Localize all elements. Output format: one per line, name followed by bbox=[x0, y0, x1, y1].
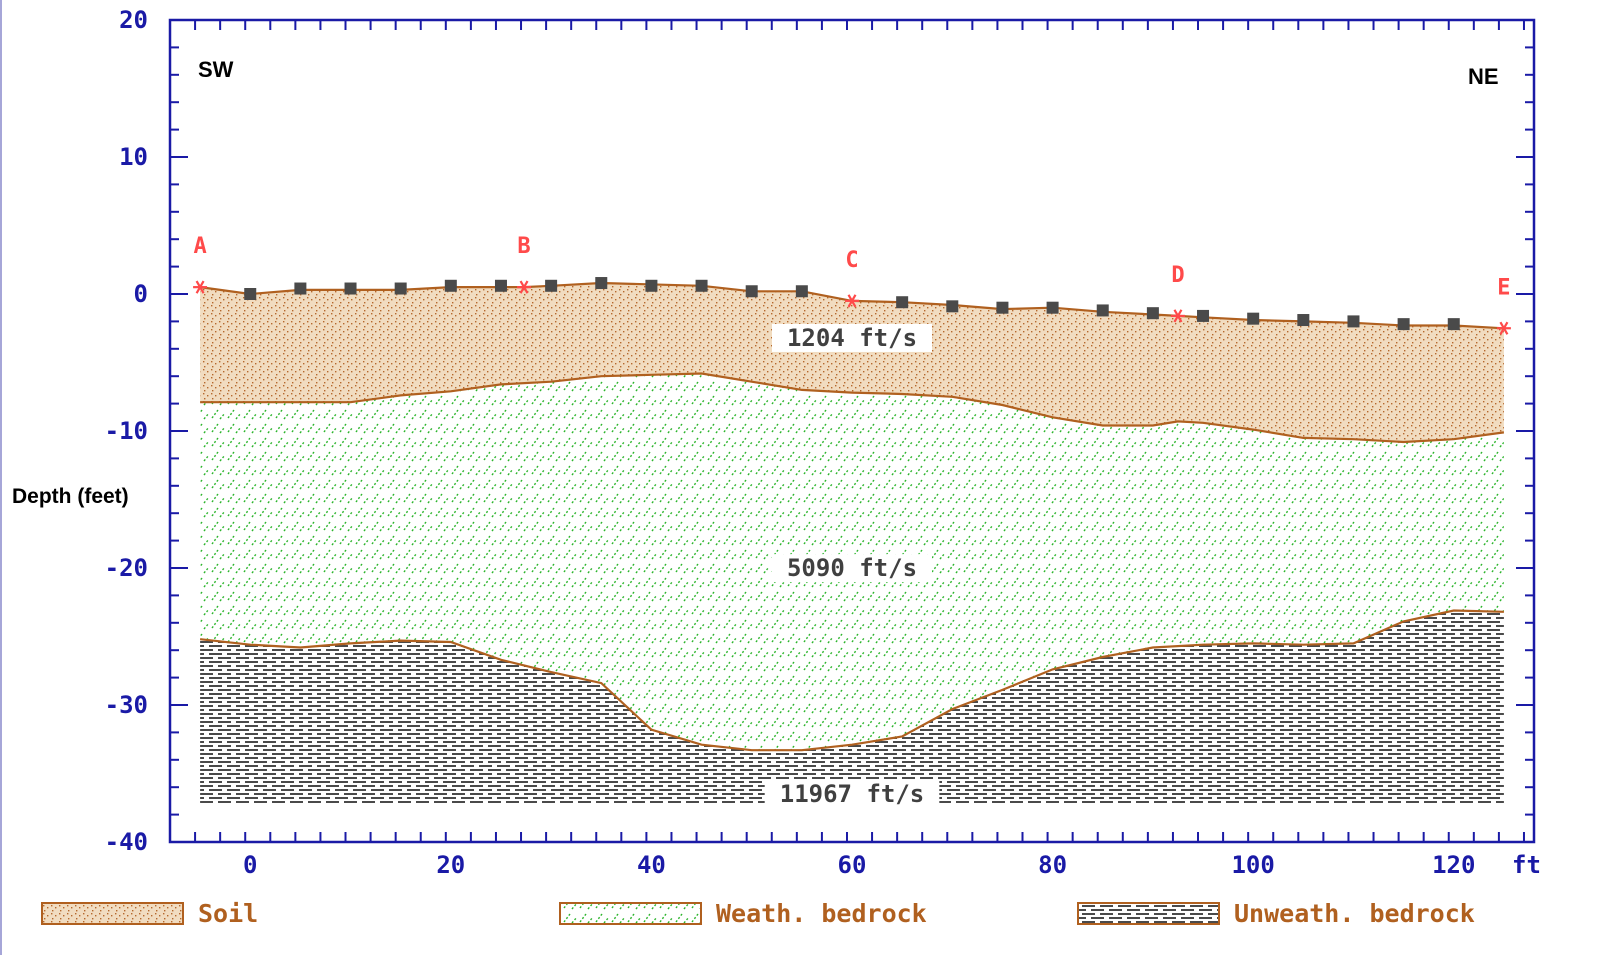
legend-label: Weath. bedrock bbox=[716, 899, 927, 928]
y-tick-label: 20 bbox=[119, 6, 148, 34]
y-tick-label: -30 bbox=[105, 691, 148, 719]
velocity-label: 11967 ft/s bbox=[780, 780, 925, 808]
shot-point-label: C bbox=[845, 248, 858, 273]
legend-swatch bbox=[559, 902, 702, 925]
geophone-marker bbox=[1096, 304, 1109, 317]
velocity-label: 1204 ft/s bbox=[787, 324, 917, 352]
shot-point-marker bbox=[519, 280, 529, 294]
unweathered-bedrock-layer-area bbox=[200, 610, 1504, 806]
geophone-marker bbox=[444, 279, 457, 292]
x-tick-label: 120 bbox=[1432, 851, 1475, 879]
velocity-label-bg bbox=[772, 554, 932, 583]
chart-marks: A B C D E 1204 ft/s 5090 ft/s 11967 ft/s bbox=[193, 234, 1511, 809]
geophone-marker bbox=[1046, 301, 1059, 314]
layer-areas bbox=[199, 281, 1505, 806]
shot-point-label: A bbox=[193, 234, 206, 259]
y-tick-label: -40 bbox=[105, 828, 148, 856]
x-tick-label: 40 bbox=[637, 851, 666, 879]
shot-point-marker bbox=[847, 294, 857, 308]
geophone-marker bbox=[1146, 307, 1159, 320]
shot-point-marker bbox=[1499, 321, 1509, 335]
velocity-label-bg bbox=[764, 780, 940, 809]
y-tick-label: 0 bbox=[134, 280, 148, 308]
x-tick-label: 0 bbox=[243, 851, 257, 879]
shot-point-label: D bbox=[1171, 263, 1184, 288]
geophone-marker bbox=[946, 300, 959, 313]
x-tick-label: 20 bbox=[436, 851, 465, 879]
x-unit-label: ft bbox=[1512, 851, 1541, 879]
soil-base-boundary-line bbox=[200, 372, 1505, 444]
geophone-marker bbox=[494, 279, 507, 292]
geophone-marker bbox=[1447, 318, 1460, 331]
geophone-marker bbox=[795, 285, 808, 298]
shot-point-b bbox=[517, 280, 532, 294]
geophone-marker bbox=[394, 282, 407, 295]
x-tick-label: 60 bbox=[838, 851, 867, 879]
shot-point-label: E bbox=[1497, 275, 1510, 300]
geophone-marker bbox=[1247, 312, 1260, 325]
geophone-marker bbox=[344, 282, 357, 295]
shot-point-marker bbox=[1173, 309, 1183, 323]
direction-label-sw: SW bbox=[198, 57, 234, 82]
direction-label-ne: NE bbox=[1468, 64, 1499, 89]
legend-label: Soil bbox=[198, 899, 258, 928]
geophone-marker bbox=[294, 282, 307, 295]
shot-point-marker bbox=[195, 280, 205, 294]
velocity-label-bg bbox=[772, 323, 932, 352]
weathered-base-boundary-line bbox=[199, 609, 1504, 752]
geophone-marker bbox=[996, 301, 1009, 314]
shot-point-label: B bbox=[517, 234, 530, 259]
soil-layer-area bbox=[200, 283, 1504, 442]
geophone-marker bbox=[1397, 318, 1410, 331]
geophone-marker bbox=[1297, 314, 1310, 327]
x-tick-label: 100 bbox=[1231, 851, 1274, 879]
velocity-label: 5090 ft/s bbox=[787, 554, 917, 582]
shot-point-e bbox=[1496, 321, 1511, 335]
shot-point-a bbox=[193, 280, 208, 294]
shot-point-c bbox=[845, 294, 859, 308]
legend-swatch bbox=[1077, 902, 1220, 925]
geophone-marker bbox=[695, 279, 708, 292]
y-tick-label: -20 bbox=[105, 554, 148, 582]
geophone-marker bbox=[1197, 309, 1210, 322]
y-tick-label: 10 bbox=[119, 143, 148, 171]
geophone-marker bbox=[745, 285, 758, 298]
geophone-marker bbox=[1347, 315, 1360, 328]
geophone-marker bbox=[595, 277, 608, 290]
legend-swatch bbox=[41, 902, 184, 925]
shot-point-d bbox=[1170, 309, 1185, 323]
geophone-marker bbox=[645, 279, 658, 292]
geophone-marker bbox=[896, 296, 909, 309]
y-axis-label: Depth (feet) bbox=[12, 485, 129, 508]
y-tick-label: -10 bbox=[105, 417, 148, 445]
legend: Soil Weath. bedrock Unweath. bedrock bbox=[41, 899, 1475, 928]
geophone-marker bbox=[244, 288, 257, 300]
geophone-marker bbox=[545, 279, 558, 292]
legend-label: Unweath. bedrock bbox=[1234, 899, 1475, 928]
x-tick-label: 80 bbox=[1038, 851, 1067, 879]
